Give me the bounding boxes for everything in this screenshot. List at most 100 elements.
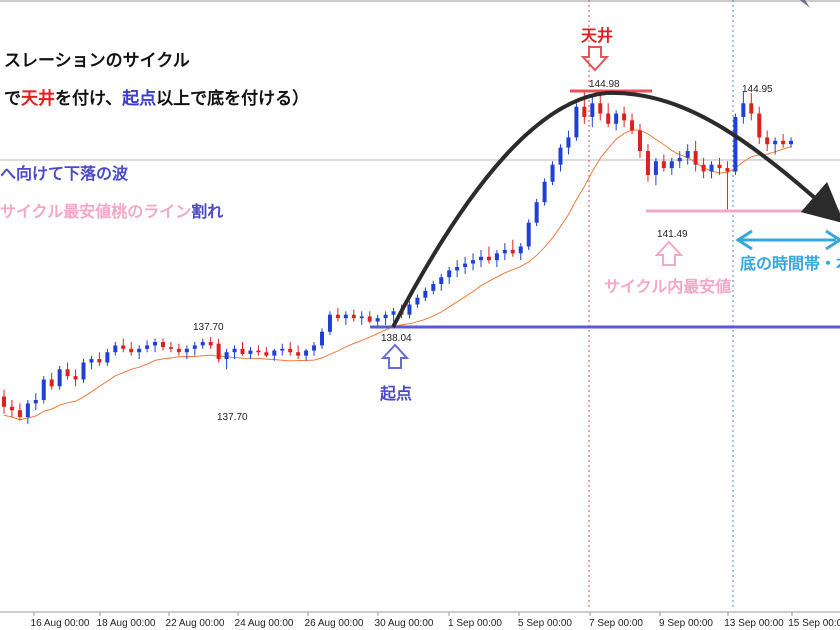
cycle-low-label: サイクル内最安値: [604, 277, 731, 296]
candle: [224, 348, 229, 370]
candle: [335, 307, 340, 322]
candle: [391, 307, 396, 322]
candle-body: [113, 345, 118, 353]
candle-body: [105, 352, 110, 363]
candle-body: [351, 314, 356, 319]
price-label-cycle-low: 141.49: [657, 229, 688, 240]
tenjo-down-arrow-icon: [580, 46, 610, 72]
candle: [240, 342, 245, 356]
candle-body: [574, 106, 579, 138]
candle-body: [717, 164, 722, 169]
candle-body: [479, 256, 483, 261]
price-label-top: 144.98: [589, 79, 620, 90]
candle: [41, 376, 46, 404]
candle-body: [375, 318, 380, 322]
candle-body: [606, 113, 611, 124]
candle-body: [590, 103, 595, 117]
candle: [280, 343, 285, 356]
candle: [685, 144, 690, 165]
candle: [200, 338, 205, 349]
title-line-2-a: で: [4, 89, 21, 109]
candle: [65, 362, 70, 380]
kiten-up-arrow-icon: [380, 343, 410, 369]
candle-body: [65, 369, 70, 377]
candle: [733, 113, 738, 175]
candle: [614, 110, 619, 131]
candle: [33, 393, 38, 411]
title-line-1: スレーションのサイクル: [4, 51, 190, 71]
candle: [471, 253, 476, 271]
candles: [2, 90, 794, 424]
candle: [741, 91, 746, 124]
x-tick-label: 30 Aug 00:00: [375, 618, 434, 629]
candle: [288, 342, 293, 356]
candle: [49, 372, 54, 390]
candle-body: [81, 362, 86, 380]
candle-body: [41, 379, 46, 400]
candle-body: [232, 348, 237, 353]
candle-body: [598, 103, 603, 114]
title-line-2-d: 起点: [121, 88, 156, 109]
candle-body: [661, 161, 666, 169]
candle: [168, 342, 173, 353]
candle: [566, 130, 571, 155]
candle-body: [781, 140, 786, 145]
candle: [359, 311, 364, 325]
candle: [693, 140, 698, 172]
x-tick-label: 24 Aug 00:00: [235, 618, 294, 629]
candle: [773, 137, 778, 155]
price-label-mid-low: 137.70: [217, 412, 248, 423]
title-line-2: で天井を付け、起点以上で底を付ける）: [4, 88, 309, 109]
candle-body: [653, 161, 658, 175]
candle: [518, 243, 523, 261]
candle-body: [224, 352, 229, 360]
candle-body: [693, 151, 698, 165]
cycle-low-up-arrow-icon: [654, 240, 684, 266]
candle-body: [304, 350, 309, 356]
arrow-left-icon: [735, 229, 753, 251]
candle: [765, 130, 770, 152]
candle-body: [359, 316, 364, 319]
candle-body: [383, 314, 388, 319]
candle-body: [343, 314, 348, 319]
candle-body: [248, 350, 253, 354]
candle-body: [757, 113, 762, 138]
candle: [534, 198, 539, 227]
x-tick-label: 5 Sep 00:00: [518, 618, 572, 629]
candle: [550, 161, 555, 186]
price-label-start: 138.04: [381, 333, 412, 344]
candle: [542, 178, 547, 206]
candle: [192, 342, 197, 356]
candle: [526, 219, 531, 250]
candle: [320, 328, 324, 349]
candle: [351, 309, 356, 322]
candle: [176, 343, 181, 356]
candle-body: [677, 157, 682, 162]
candle: [781, 133, 786, 148]
candle: [17, 403, 22, 421]
candle-body: [327, 314, 332, 332]
price-label-mid-high: 137.70: [193, 322, 224, 333]
candle-body: [558, 147, 563, 165]
candle-body: [749, 103, 754, 114]
candle-body: [630, 120, 635, 131]
candle: [343, 311, 348, 325]
candle: [367, 311, 372, 324]
candle-body: [447, 270, 452, 278]
candle-body: [240, 348, 245, 354]
title-line-2-b: 天井: [21, 88, 55, 109]
candle: [248, 347, 253, 360]
candle: [121, 338, 126, 353]
candle: [407, 301, 412, 319]
candle-body: [153, 342, 158, 346]
candle: [701, 157, 706, 179]
candle-body: [89, 359, 94, 363]
candle-body: [272, 350, 277, 356]
x-tick-label: 1 Sep 00:00: [448, 618, 502, 629]
candle: [145, 340, 150, 353]
candle-body: [494, 253, 499, 261]
candle: [606, 103, 611, 128]
candle-body: [526, 222, 531, 247]
candle: [669, 157, 674, 175]
